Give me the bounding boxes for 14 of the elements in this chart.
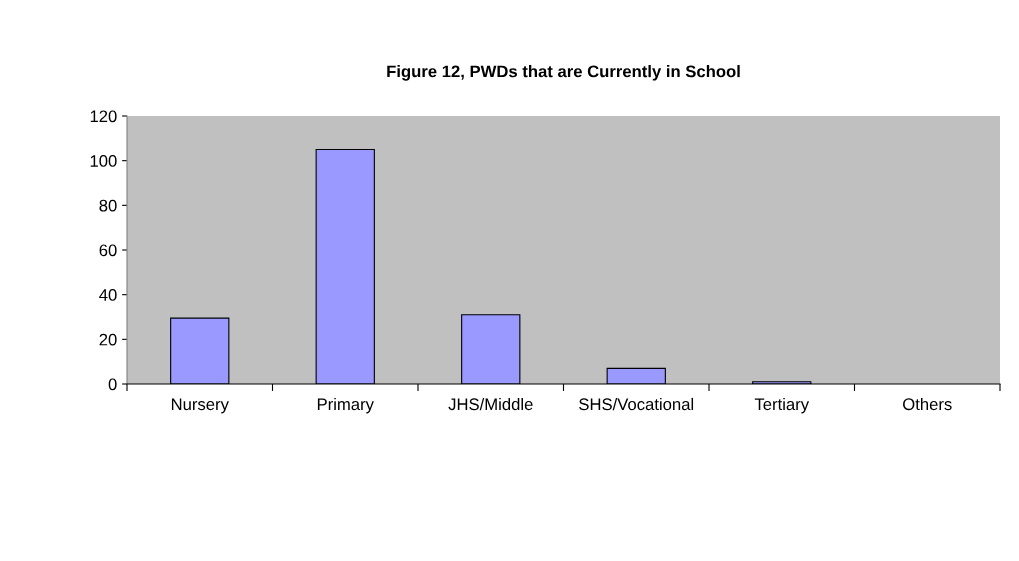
y-tick-label: 40: [99, 289, 117, 301]
x-tick-label: SHS/Vocational: [579, 397, 694, 411]
y-tick-label: 100: [90, 155, 117, 167]
y-tick-label: 20: [99, 333, 117, 346]
x-tick-label: Nursery: [171, 398, 229, 414]
y-tick-label: 80: [99, 199, 117, 212]
x-tick-label: Others: [903, 397, 952, 411]
y-tick-label: 60: [99, 244, 117, 257]
chart-title: Figure 12, PWDs that are Currently in School: [387, 65, 740, 81]
x-tick-label: Primary: [317, 397, 374, 414]
y-tick-label: 0: [108, 378, 117, 391]
x-tick-label: JHS/Middle: [448, 397, 533, 411]
x-tick-label: Tertiary: [754, 397, 810, 414]
y-tick-label: 120: [90, 110, 117, 123]
